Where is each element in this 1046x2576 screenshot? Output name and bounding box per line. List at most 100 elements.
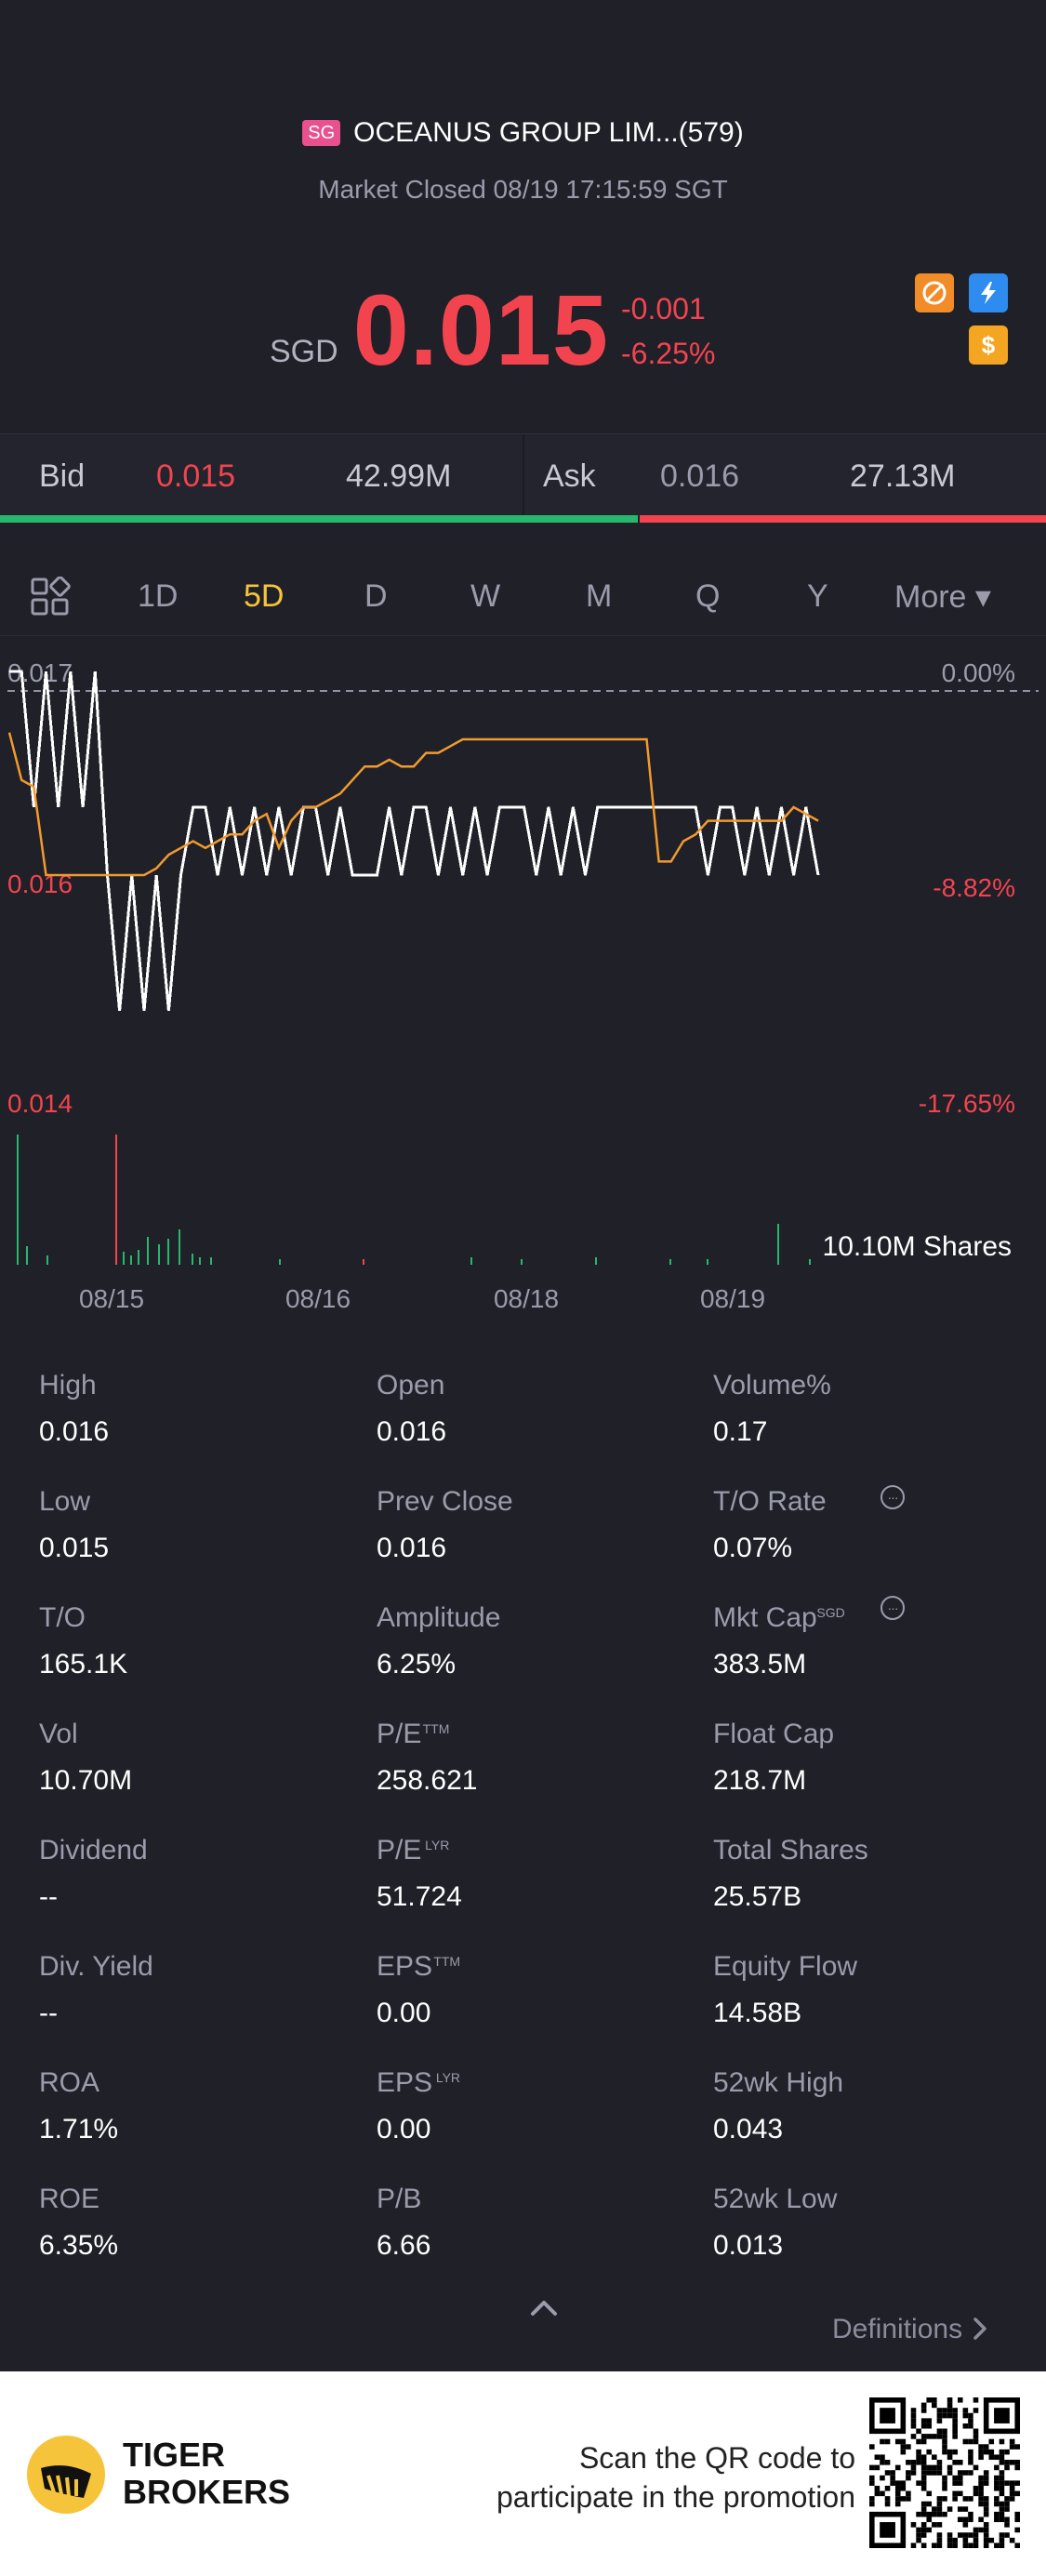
price-row: SGD 0.015 — [270, 279, 609, 381]
stat-value: 165.1K — [39, 1649, 128, 1680]
x-tick-3: 08/18 — [494, 1284, 559, 1313]
tab-5d[interactable]: 5D — [244, 578, 285, 614]
stat-label-text: P/E — [377, 1719, 422, 1749]
collapse-chevron-up-icon[interactable] — [525, 2297, 563, 2319]
volume-bar — [138, 1250, 139, 1265]
average-series-line — [7, 732, 819, 877]
stat-label-superscript: LYR — [435, 2070, 461, 2085]
volume-bar — [809, 1259, 811, 1265]
stat-item: EPS TTM 0.00 — [377, 1948, 693, 2032]
stat-label-text: Equity Flow — [713, 1951, 858, 1982]
stat-value: 6.66 — [377, 2230, 431, 2261]
stat-value: 0.016 — [39, 1416, 110, 1447]
stat-label: EPS TTM — [377, 1948, 460, 1985]
period-tabs: 1D 5D D W M Q Y More ▾ — [0, 558, 1046, 636]
stat-value: 0.043 — [713, 2114, 784, 2144]
stat-item: Float Cap 218.7M — [713, 1716, 1029, 1799]
stat-item: T/O 165.1K — [39, 1600, 355, 1683]
stat-item: Total Shares 25.57B — [713, 1832, 1029, 1916]
stat-value: 10.70M — [39, 1765, 133, 1796]
stock-title[interactable]: OCEANUS GROUP LIM...(579) — [353, 117, 744, 148]
stat-label: ROE — [39, 2181, 99, 2218]
stat-label-superscript: TTM — [422, 1721, 450, 1736]
stat-label: Amplitude — [377, 1600, 500, 1637]
bid-ask-bar: Bid 0.015 42.99M Ask 0.016 27.13M — [0, 433, 1046, 516]
volume-bar — [179, 1229, 180, 1265]
stat-label: P/B — [377, 2181, 421, 2218]
bid-label: Bid — [39, 458, 86, 494]
more-info-icon[interactable]: ··· — [880, 1596, 905, 1620]
bid-ratio-fill — [0, 515, 639, 523]
bid-volume: 42.99M — [346, 458, 452, 494]
stat-label: T/O — [39, 1600, 86, 1637]
stat-value: 0.00 — [377, 2114, 431, 2144]
tab-d[interactable]: D — [364, 578, 388, 614]
bid-ask-ratio-bar — [0, 515, 1046, 523]
change-percent: -6.25% — [621, 337, 716, 370]
no-delay-icon[interactable] — [915, 273, 954, 312]
ask-ratio-fill — [640, 515, 1046, 523]
volume-bar — [470, 1257, 472, 1265]
stat-label: Total Shares — [713, 1832, 868, 1869]
pct-tick-top: 0.00% — [942, 658, 1015, 687]
tiger-logo-icon — [27, 2436, 105, 2514]
stat-label: T/O Rate — [713, 1483, 827, 1520]
level1-icon[interactable] — [969, 273, 1008, 312]
stat-label: P/E LYR — [377, 1832, 449, 1869]
ask-price: 0.016 — [660, 458, 740, 494]
chart-layout-icon[interactable] — [30, 577, 71, 617]
tab-more[interactable]: More ▾ — [894, 579, 991, 615]
volume-bar — [210, 1257, 212, 1265]
price-series-line — [9, 670, 820, 1012]
stat-value: 51.724 — [377, 1881, 462, 1912]
definitions-link[interactable]: Definitions — [832, 2314, 990, 2345]
volume-bar — [26, 1246, 28, 1265]
stat-label: EPS LYR — [377, 2065, 460, 2102]
tab-w[interactable]: W — [470, 578, 501, 614]
stat-value: -- — [39, 1881, 58, 1912]
stat-label: 52wk High — [713, 2065, 843, 2102]
more-info-icon[interactable]: ··· — [880, 1485, 905, 1509]
stat-label-superscript: LYR — [425, 1838, 450, 1852]
title-row: SG OCEANUS GROUP LIM...(579) — [0, 117, 1046, 149]
x-tick-4: 08/19 — [700, 1284, 765, 1313]
stat-label-text: Dividend — [39, 1835, 148, 1866]
volume-bar — [669, 1259, 671, 1265]
stat-item: High 0.016 — [39, 1367, 355, 1451]
promo-footer: TIGER BROKERS Scan the QR code to partic… — [0, 2371, 1046, 2576]
volume-bar — [130, 1255, 132, 1265]
stat-item: Dividend -- — [39, 1832, 355, 1916]
tab-1d[interactable]: 1D — [138, 578, 179, 614]
stat-label: Volume% — [713, 1367, 831, 1404]
tab-y[interactable]: Y — [807, 578, 828, 614]
volume-bar — [595, 1257, 597, 1265]
ask-label: Ask — [543, 458, 596, 494]
stat-label-text: Float Cap — [713, 1719, 835, 1749]
tab-q[interactable]: Q — [695, 578, 721, 614]
stat-value: 25.57B — [713, 1881, 802, 1912]
price-chart[interactable]: 0.017 0.016 0.014 0.00% -8.82% -17.65% 1… — [0, 651, 1046, 1321]
stat-label-text: Total Shares — [713, 1835, 868, 1866]
stat-label: Mkt Cap SGD — [713, 1600, 845, 1637]
volume-bar — [158, 1244, 160, 1265]
stat-label: Div. Yield — [39, 1948, 153, 1985]
stat-item: Volume% 0.17 — [713, 1367, 1029, 1451]
tab-m[interactable]: M — [586, 578, 613, 614]
stat-value: 258.621 — [377, 1765, 478, 1796]
promo-line-2: participate in the promotion — [497, 2480, 855, 2514]
stat-item: Prev Close 0.016 — [377, 1483, 693, 1567]
stat-label-text: T/O — [39, 1602, 86, 1633]
stat-value: 218.7M — [713, 1765, 807, 1796]
ask-volume: 27.13M — [850, 458, 956, 494]
stat-label-text: Vol — [39, 1719, 78, 1749]
stat-item: Open 0.016 — [377, 1367, 693, 1451]
dollar-icon[interactable]: $ — [969, 325, 1008, 365]
bid-ask-divider — [523, 434, 524, 516]
chevron-right-icon — [973, 2317, 987, 2340]
volume-bar — [279, 1259, 281, 1265]
stat-label-text: EPS — [377, 2067, 433, 2098]
volume-bar — [46, 1255, 48, 1265]
stat-label: High — [39, 1367, 97, 1404]
stat-item: P/E TTM 258.621 — [377, 1716, 693, 1799]
stat-item: Div. Yield -- — [39, 1948, 355, 2032]
